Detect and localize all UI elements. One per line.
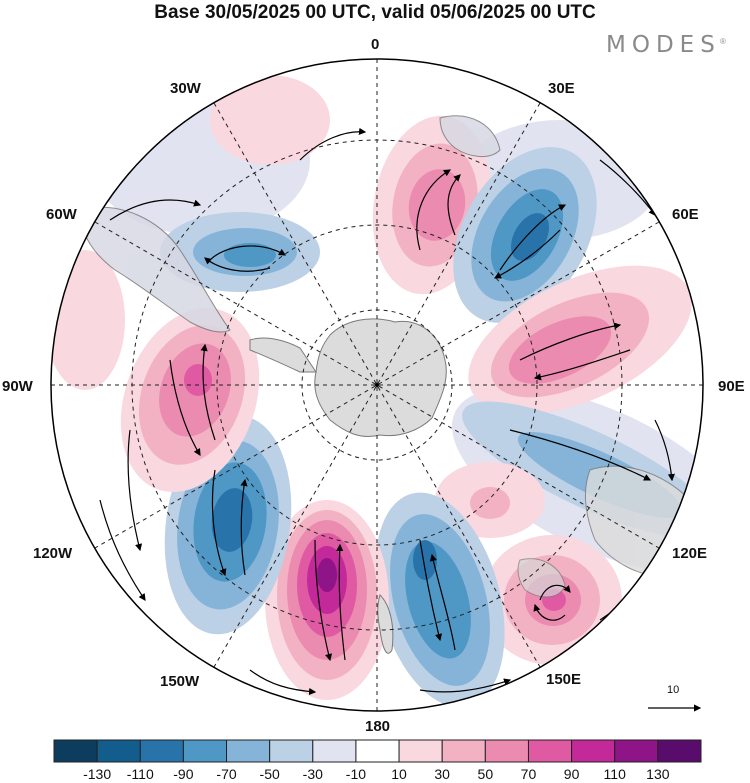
south-pole-marker (375, 383, 379, 387)
lon-label-150e: 150E (546, 671, 582, 688)
africa-land (439, 115, 501, 157)
reference-vector-label: 10 (667, 684, 680, 696)
colorbar-tick-label: 90 (563, 766, 580, 782)
tasmania-land (517, 558, 566, 598)
wind-vectors (99, 127, 675, 696)
colorbar-swatch (53, 739, 98, 763)
lon-label-0: 0 (371, 36, 380, 53)
lon-label-60e: 60E (672, 206, 699, 223)
colorbar-tick-label: -10 (345, 766, 367, 782)
lon-label-30e: 30E (548, 80, 575, 97)
new-zealand-land (377, 594, 394, 654)
colorbar-swatch (527, 739, 573, 763)
anomaly-field (51, 59, 703, 711)
graticule (51, 59, 703, 711)
colorbar-swatch (441, 739, 486, 763)
lon-label-120w: 120W (33, 545, 73, 562)
colorbar-tick-label: -30 (302, 766, 323, 782)
map-boundary (50, 58, 704, 712)
colorbar-swatch (398, 739, 443, 763)
logo-registered-mark: ® (720, 37, 726, 46)
colorbar-tick-label: -130 (83, 766, 112, 782)
lon-label-90w: 90W (2, 378, 33, 395)
colorbar (53, 739, 702, 763)
colorbar-tick-label: 30 (434, 766, 450, 782)
modes-logo: MODES (606, 32, 721, 58)
colorbar-tick-label: 130 (646, 766, 670, 782)
south-america-land (79, 206, 231, 333)
colorbar-tick-label: 50 (477, 766, 494, 782)
colorbar-swatch (96, 739, 141, 763)
colorbar-swatch (182, 739, 228, 763)
colorbar-swatch (355, 739, 400, 763)
colorbar-swatch (312, 739, 357, 763)
map-title: Base 30/05/2025 00 UTC, valid 05/06/2025… (154, 2, 596, 23)
colorbar-swatch (269, 739, 314, 763)
lon-label-120e: 120E (672, 545, 708, 562)
antarctic-peninsula (249, 337, 317, 373)
lon-label-180: 180 (365, 718, 391, 735)
colorbar-tick-label: -90 (173, 766, 194, 782)
colorbar-swatch (484, 739, 529, 763)
colorbar-tick-label: 70 (520, 766, 537, 782)
colorbar-tick-label: -50 (259, 766, 280, 782)
colorbar-swatch (614, 739, 659, 763)
lon-label-90e: 90E (718, 378, 745, 395)
lon-label-60w: 60W (46, 206, 77, 223)
colorbar-swatch (571, 739, 616, 763)
colorbar-swatch (139, 739, 184, 763)
colorbar-tick-label: 110 (603, 766, 626, 782)
colorbar-swatch (226, 739, 271, 763)
colorbar-tick-label: -110 (126, 766, 154, 782)
colorbar-tick-label: -70 (216, 766, 237, 782)
colorbar-tick-label: 10 (391, 766, 407, 782)
lon-label-150w: 150W (160, 673, 200, 690)
pos-anomaly-nnw (210, 75, 330, 165)
antarctica-landmass (314, 318, 447, 437)
lon-label-30w: 30W (170, 80, 201, 97)
colorbar-swatch (657, 739, 702, 763)
